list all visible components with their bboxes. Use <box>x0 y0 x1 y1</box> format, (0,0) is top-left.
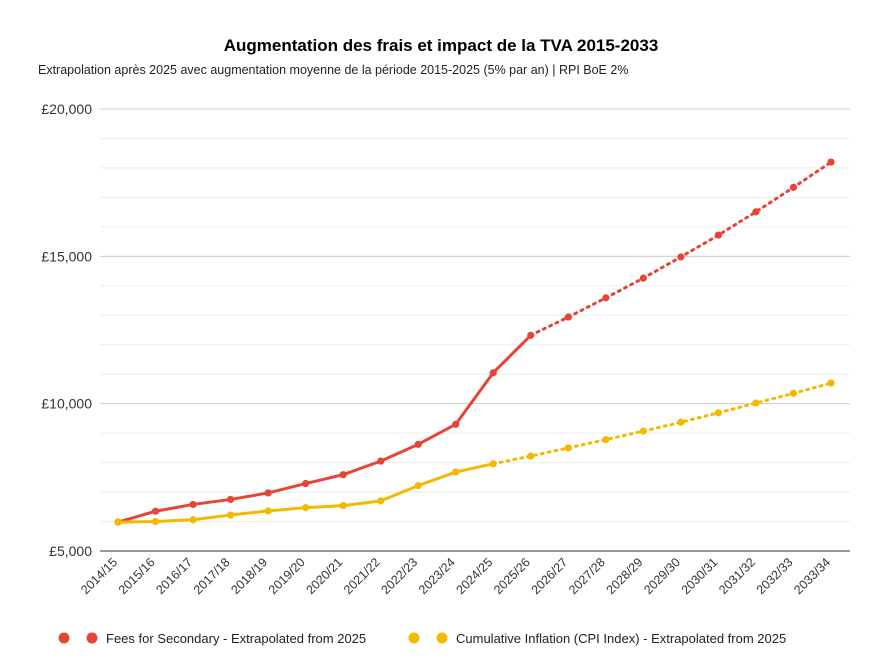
x-tick-label: 2016/17 <box>153 555 195 597</box>
series-fees <box>114 158 835 526</box>
series-inflation <box>114 379 835 526</box>
data-point[interactable] <box>452 468 460 476</box>
data-point[interactable] <box>527 452 535 460</box>
data-point[interactable] <box>151 507 160 515</box>
data-point[interactable] <box>489 460 497 468</box>
x-tick-label: 2019/20 <box>266 555 308 597</box>
legend-marker-fees-b <box>86 632 98 644</box>
data-point[interactable] <box>602 436 610 444</box>
y-tick-label: £20,000 <box>41 101 92 117</box>
x-tick-label: 2015/16 <box>116 555 158 597</box>
series-line-solid <box>117 462 494 524</box>
data-point[interactable] <box>414 440 422 448</box>
x-axis-ticks: 2014/152015/162016/172017/182018/192019/… <box>78 555 833 597</box>
data-point[interactable] <box>714 231 723 239</box>
chart-subtitle: Extrapolation après 2025 avec augmentati… <box>38 63 628 77</box>
legend-label-fees: Fees for Secondary - Extrapolated from 2… <box>106 631 366 646</box>
legend-marker-inflation-b <box>436 632 448 644</box>
data-point[interactable] <box>114 518 122 526</box>
series-line-extrapolated <box>491 381 833 466</box>
x-tick-label: 2031/32 <box>716 555 758 597</box>
data-point[interactable] <box>302 479 310 488</box>
data-point[interactable] <box>377 497 385 505</box>
y-tick-label: £5,000 <box>49 543 92 559</box>
data-point[interactable] <box>377 457 385 465</box>
data-point[interactable] <box>827 158 835 166</box>
legend-item-fees[interactable]: Fees for Secondary - Extrapolated from 2… <box>58 631 367 646</box>
legend-item-inflation[interactable]: Cumulative Inflation (CPI Index) - Extra… <box>408 631 787 646</box>
x-tick-label: 2021/22 <box>341 555 383 597</box>
series-line-extrapolated <box>529 160 833 337</box>
data-point[interactable] <box>789 183 798 191</box>
x-tick-label: 2018/19 <box>228 555 270 597</box>
data-point[interactable] <box>264 507 272 515</box>
x-tick-label: 2020/21 <box>303 555 345 597</box>
data-point[interactable] <box>752 208 760 216</box>
data-point[interactable] <box>489 369 497 377</box>
data-point[interactable] <box>677 253 685 261</box>
x-tick-label: 2014/15 <box>78 555 120 597</box>
x-tick-label: 2028/29 <box>604 555 646 597</box>
x-tick-label: 2024/25 <box>454 555 496 597</box>
data-point[interactable] <box>226 511 235 519</box>
x-tick-label: 2030/31 <box>679 555 721 597</box>
x-tick-label: 2032/33 <box>754 555 796 597</box>
data-point[interactable] <box>564 444 572 452</box>
data-point[interactable] <box>639 427 647 435</box>
data-point[interactable] <box>339 471 347 479</box>
data-point[interactable] <box>789 389 798 397</box>
data-point[interactable] <box>189 516 197 524</box>
grid-lines <box>100 108 850 552</box>
series-layer <box>114 158 835 526</box>
data-point[interactable] <box>151 517 160 526</box>
data-point[interactable] <box>827 379 835 387</box>
x-tick-label: 2025/26 <box>491 555 533 597</box>
data-point[interactable] <box>677 418 685 426</box>
data-point[interactable] <box>452 420 460 428</box>
data-point[interactable] <box>264 489 272 497</box>
legend: Fees for Secondary - Extrapolated from 2… <box>58 631 787 646</box>
y-axis-ticks: £5,000 £10,000 £15,000 £20,000 <box>41 101 92 559</box>
x-tick-label: 2033/34 <box>791 555 833 597</box>
data-point[interactable] <box>414 481 422 490</box>
x-tick-label: 2017/18 <box>191 555 233 597</box>
data-point[interactable] <box>226 495 235 504</box>
x-tick-label: 2022/23 <box>378 555 420 597</box>
x-tick-label: 2023/24 <box>416 555 458 597</box>
series-line-solid <box>117 334 532 524</box>
data-point[interactable] <box>527 331 535 339</box>
data-point[interactable] <box>752 399 760 407</box>
x-tick-label: 2029/30 <box>641 555 683 597</box>
legend-marker-inflation-a <box>408 632 420 644</box>
chart-title: Augmentation des frais et impact de la T… <box>224 36 659 55</box>
x-tick-label: 2026/27 <box>529 555 571 597</box>
data-point[interactable] <box>339 502 347 510</box>
data-point[interactable] <box>602 294 610 302</box>
x-tick-label: 2027/28 <box>566 555 608 597</box>
y-tick-label: £15,000 <box>41 248 92 264</box>
data-point[interactable] <box>564 313 572 321</box>
data-point[interactable] <box>639 274 647 282</box>
data-point[interactable] <box>714 409 723 417</box>
data-point[interactable] <box>302 504 310 512</box>
legend-label-inflation: Cumulative Inflation (CPI Index) - Extra… <box>456 631 786 646</box>
y-tick-label: £10,000 <box>41 396 92 412</box>
data-point[interactable] <box>189 500 197 509</box>
legend-marker-fees-a <box>58 632 70 644</box>
